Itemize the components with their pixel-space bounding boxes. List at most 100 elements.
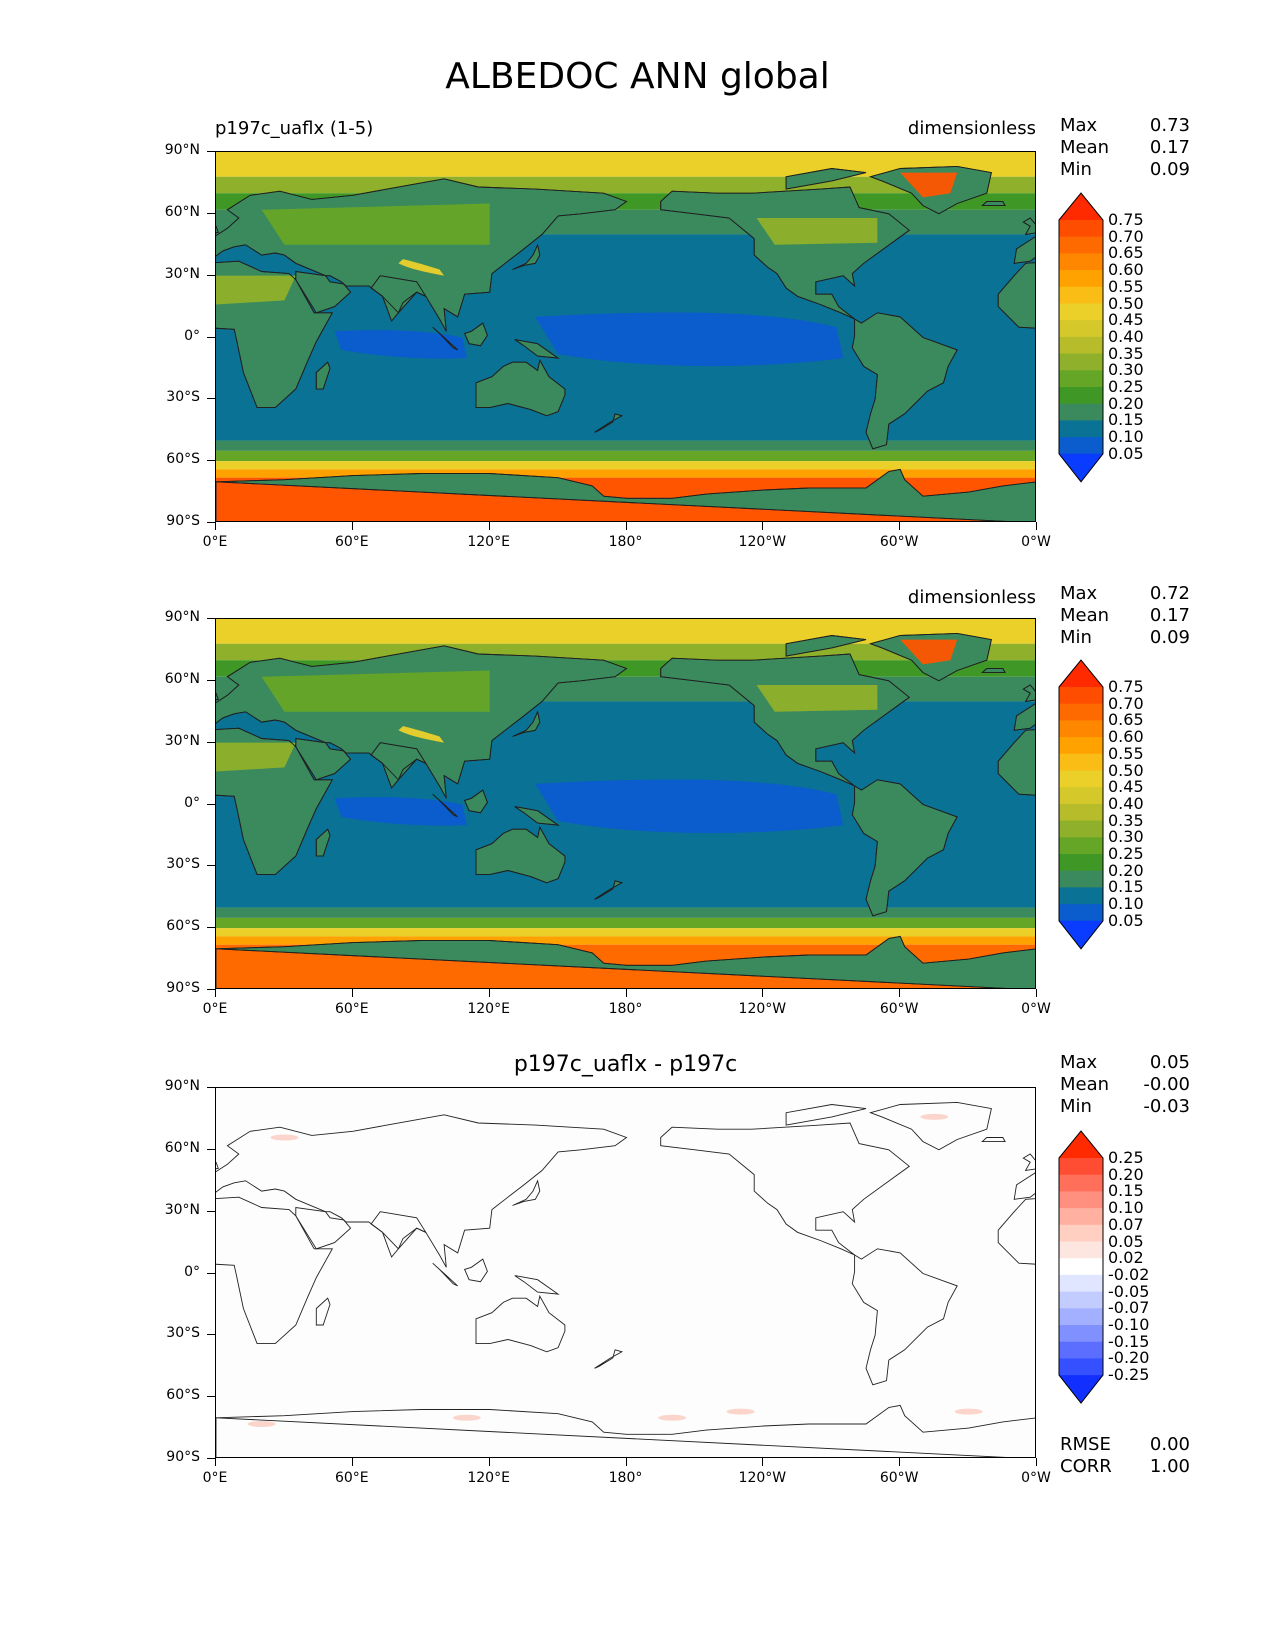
- coastline-eurasia: [216, 1114, 628, 1268]
- coastline-newguinea: [514, 1275, 560, 1295]
- map-plot-area: [215, 1087, 1036, 1458]
- colorbar-segment: [1059, 787, 1103, 805]
- lat-band: [216, 450, 1035, 462]
- stat-value: 0.73: [1149, 115, 1190, 136]
- lon-tick-label: 120°E: [467, 534, 510, 550]
- colorbar-segment: [1059, 437, 1103, 455]
- coastline-eurasia: [1013, 236, 1035, 264]
- lat-tick-label: 60°N: [164, 203, 200, 220]
- colorbar-tick-label: 0.05: [1108, 1231, 1144, 1251]
- stat-row: CORR 1.00: [1060, 1456, 1190, 1478]
- coastline-eurasia: [1013, 703, 1035, 731]
- diff-anomaly-spot: [726, 1408, 755, 1415]
- coastline-africa: [216, 1196, 334, 1345]
- colorbar-tick-label: -0.05: [1108, 1281, 1150, 1301]
- colorbar-tick-label: 0.15: [1108, 1181, 1144, 1201]
- colorbar-segment: [1059, 353, 1103, 371]
- stat-value: 0.17: [1149, 605, 1190, 626]
- land-albedo-patch: [756, 684, 878, 712]
- coastline-uk: [216, 225, 219, 234]
- coastline-namerica: [660, 1122, 911, 1256]
- lat-tick-label: 30°S: [166, 856, 200, 873]
- colorbar-tick-label: 0.65: [1108, 243, 1144, 263]
- colorbar-segment: [1059, 1208, 1103, 1226]
- panel-left-title: p197c_uaflx (1-5): [215, 118, 374, 139]
- colorbar-extend-min: [1059, 453, 1103, 482]
- lon-tick-label: 180°: [608, 1001, 643, 1017]
- coastline-africa: [216, 727, 334, 876]
- land-albedo-patch: [398, 259, 445, 276]
- colorbar-extend-min: [1059, 920, 1103, 949]
- colorbar-segment: [1059, 687, 1103, 705]
- colorbar-segment: [1059, 270, 1103, 288]
- lat-tick-label: 90°S: [166, 1449, 200, 1465]
- lon-tick-mark: [899, 522, 901, 530]
- lon-tick-mark: [351, 1458, 353, 1466]
- lat-tick-label: 90°S: [166, 980, 200, 996]
- lat-band: [216, 461, 1035, 470]
- tropical-pacific-patch: [535, 312, 844, 367]
- colorbar-tick-label: 0.25: [1108, 844, 1144, 863]
- colorbar-tick-label: 0.20: [1108, 860, 1144, 880]
- map-panel-1: p197c_uaflx (1-5) dimensionless Max 0.73 M…: [0, 0, 1275, 550]
- stat-value: 0.09: [1149, 627, 1190, 648]
- colorbar-tick-label: 0.60: [1108, 260, 1144, 280]
- coastline-africa: [997, 729, 1035, 796]
- lat-tick-mark: [207, 274, 215, 276]
- colorbar-segment: [1059, 753, 1103, 771]
- colorbar-segment: [1059, 837, 1103, 855]
- colorbar-extend-max: [1059, 193, 1103, 220]
- coastline-madagascar: [315, 1297, 331, 1326]
- coastline-namerica: [660, 186, 911, 320]
- stat-value: 0.72: [1149, 583, 1190, 604]
- colorbar-segment: [1059, 870, 1103, 888]
- stat-row: Max 0.72: [1060, 583, 1190, 605]
- stat-label: Max: [1060, 583, 1098, 604]
- lat-tick-mark: [207, 679, 215, 681]
- lat-tick-mark: [207, 151, 215, 152]
- coastline-japan: [512, 1179, 541, 1206]
- lat-tick-mark: [207, 1396, 215, 1398]
- stat-value: 0.05: [1149, 1052, 1190, 1073]
- coastline-madagascar: [315, 828, 331, 857]
- colorbar-segment: [1059, 904, 1103, 922]
- coastline-greenland: [869, 632, 992, 682]
- colorbar-tick-label: 0.10: [1108, 427, 1144, 447]
- coastline-nz: [594, 880, 624, 900]
- coastline-madagascar: [315, 361, 331, 390]
- colorbar-segment: [1059, 253, 1103, 271]
- lat-tick-mark: [207, 398, 215, 400]
- lon-tick-mark: [762, 989, 764, 997]
- lon-tick-mark: [625, 522, 627, 530]
- coastline-uk: [1022, 684, 1035, 702]
- tropical-indian-patch: [334, 797, 467, 826]
- colorbar-segment: [1059, 820, 1103, 838]
- colorbar-segment: [1059, 720, 1103, 738]
- colorbar-segment: [1059, 770, 1103, 788]
- lon-tick-label: 120°E: [467, 1001, 510, 1017]
- lat-tick-mark: [207, 927, 215, 929]
- colorbar-tick-label: 0.40: [1108, 793, 1144, 813]
- colorbar-tick-label: 0.20: [1108, 1164, 1144, 1184]
- stat-value: 0.09: [1149, 159, 1190, 180]
- colorbar-segment: [1059, 1325, 1103, 1343]
- colorbar-segment: [1059, 403, 1103, 421]
- colorbar-tick-label: 0.60: [1108, 727, 1144, 747]
- colorbar-segment: [1059, 1308, 1103, 1326]
- lat-tick-label: 60°S: [166, 1387, 200, 1404]
- tropical-indian-patch: [334, 330, 467, 359]
- diff-background: [216, 1088, 1035, 1457]
- coastline-antarctica: [216, 468, 1035, 521]
- lon-tick-mark: [762, 1458, 764, 1466]
- lat-tick-mark: [207, 460, 215, 462]
- colorbar-extend-min: [1059, 1375, 1103, 1404]
- stat-label: Min: [1060, 159, 1092, 180]
- colorbar-tick-label: 0.75: [1108, 677, 1144, 696]
- lat-tick-label: 90°N: [164, 609, 200, 625]
- lon-tick-mark: [625, 989, 627, 997]
- coastline-arcticis: [785, 635, 867, 657]
- lat-band: [216, 440, 1035, 451]
- albedo-map: [216, 619, 1035, 988]
- coastline-uk: [216, 692, 219, 701]
- coastline-africa: [997, 262, 1035, 329]
